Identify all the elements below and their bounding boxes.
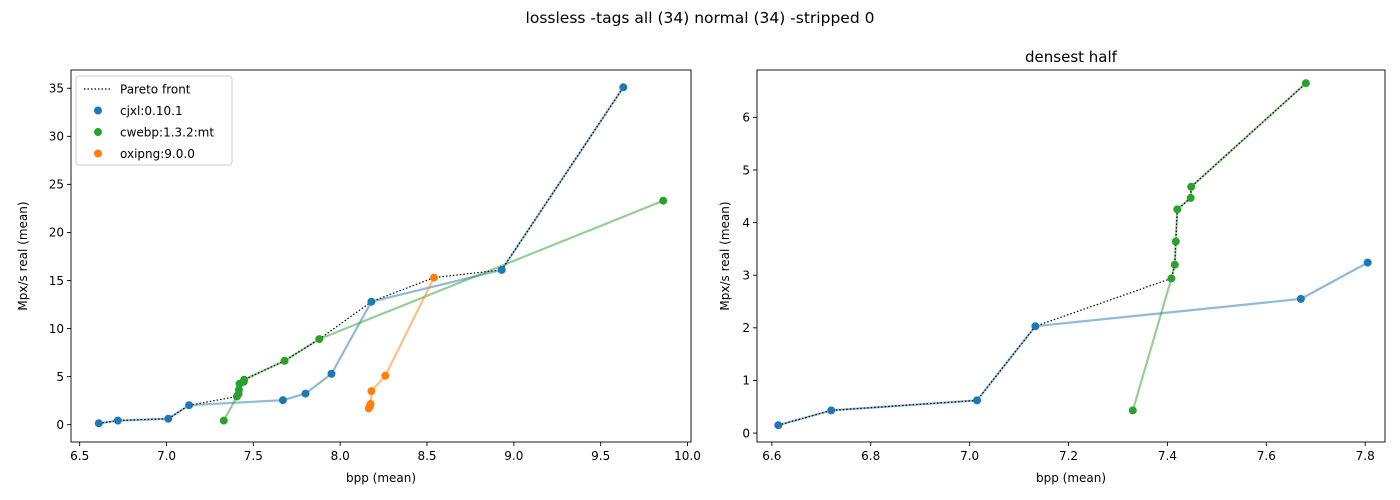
data-point-cjxl-0-10-1 xyxy=(278,396,287,405)
x-tick-label: 7.0 xyxy=(157,449,176,463)
x-tick-label: 8.5 xyxy=(417,449,436,463)
legend-label: Pareto front xyxy=(120,82,191,96)
data-point-cwebp-1-3-2-mt xyxy=(234,385,243,394)
legend-label: oxipng:9.0.0 xyxy=(120,147,195,161)
legend-marker xyxy=(94,149,102,158)
y-tick-label: 0 xyxy=(56,418,64,432)
plot-frame xyxy=(756,69,1386,443)
x-tick-label: 6.5 xyxy=(70,449,89,463)
data-point-cwebp-1-3-2-mt xyxy=(1186,193,1195,202)
data-point-cwebp-1-3-2-mt xyxy=(240,375,249,384)
data-point-cjxl-0-10-1 xyxy=(327,369,336,378)
plot-frame xyxy=(70,69,692,443)
x-axis-label: bpp (mean) xyxy=(346,471,416,485)
y-tick-label: 0 xyxy=(742,426,750,440)
data-point-cwebp-1-3-2-mt xyxy=(659,196,668,205)
y-tick-label: 35 xyxy=(49,82,64,96)
y-tick-label: 5 xyxy=(56,370,64,384)
data-point-cjxl-0-10-1 xyxy=(185,401,194,410)
series-line-oxipng-9-0-0 xyxy=(367,277,435,409)
data-point-oxipng-9-0-0 xyxy=(430,273,438,282)
data-point-cjxl-0-10-1 xyxy=(827,406,836,415)
y-tick-label: 10 xyxy=(49,322,64,336)
x-tick-label: 10.0 xyxy=(674,449,701,463)
data-point-cjxl-0-10-1 xyxy=(1363,258,1372,267)
y-tick-label: 30 xyxy=(49,130,64,144)
data-point-cwebp-1-3-2-mt xyxy=(315,335,324,344)
data-point-cjxl-0-10-1 xyxy=(1031,322,1040,331)
data-point-oxipng-9-0-0 xyxy=(381,371,390,380)
data-point-cjxl-0-10-1 xyxy=(1296,294,1305,303)
x-axis-label: bpp (mean) xyxy=(1036,471,1106,485)
y-tick-label: 4 xyxy=(742,216,750,230)
y-tick-label: 2 xyxy=(742,321,750,335)
series-line-cwebp-1-3-2-mt xyxy=(222,199,664,422)
y-tick-label: 20 xyxy=(49,226,64,240)
data-point-cwebp-1-3-2-mt xyxy=(1173,205,1182,214)
data-point-cwebp-1-3-2-mt xyxy=(1187,182,1196,191)
series-line-cjxl-0-10-1 xyxy=(778,261,1369,427)
x-tick-label: 6.8 xyxy=(861,449,880,463)
data-point-oxipng-9-0-0 xyxy=(366,400,375,408)
left-panel: 6.5 7.0 7.5 8.0 8.5 9.0 9.5 10.0 0 5 10 15 20 25 30 35 b… xyxy=(16,69,701,485)
right-panel: 6.6 6.8 7.0 7.2 7.4 7.6 7.8 0 1 2 3 4 5 6 bpp (mean) Mp… xyxy=(718,48,1386,485)
data-point-cjxl-0-10-1 xyxy=(973,396,981,405)
y-axis-label: Mpx/s real (mean) xyxy=(16,201,30,310)
y-tick-label: 5 xyxy=(742,163,750,177)
pareto-front-line xyxy=(778,82,1307,426)
x-tick-label: 7.6 xyxy=(1257,449,1276,463)
y-tick-label: 25 xyxy=(49,178,64,192)
data-point-cjxl-0-10-1 xyxy=(164,414,173,423)
data-point-cjxl-0-10-1 xyxy=(94,419,103,428)
data-point-cwebp-1-3-2-mt xyxy=(1167,274,1176,283)
series-line-cjxl-0-10-1 xyxy=(98,86,625,425)
x-tick-label: 7.5 xyxy=(244,449,263,463)
series-line-cwebp-1-3-2-mt xyxy=(1131,82,1307,411)
panel-title: densest half xyxy=(1025,48,1118,66)
x-tick-label: 7.0 xyxy=(960,449,979,463)
y-tick-label: 3 xyxy=(742,269,750,283)
x-tick-label: 6.6 xyxy=(762,449,781,463)
x-tick-label: 8.0 xyxy=(331,449,350,463)
data-point-cwebp-1-3-2-mt xyxy=(1301,79,1310,88)
x-tick-label: 7.4 xyxy=(1158,449,1177,463)
legend-label: cjxl:0.10.1 xyxy=(120,104,183,118)
data-point-cwebp-1-3-2-mt xyxy=(280,356,289,365)
y-tick-label: 1 xyxy=(742,374,750,388)
x-tick-label: 7.8 xyxy=(1356,449,1375,463)
figure-suptitle: lossless -tags all (34) normal (34) -str… xyxy=(526,9,875,27)
data-point-cjxl-0-10-1 xyxy=(619,83,628,92)
y-tick-label: 6 xyxy=(742,111,750,125)
data-point-cwebp-1-3-2-mt xyxy=(219,416,228,425)
legend-marker xyxy=(94,106,102,115)
x-tick-label: 9.0 xyxy=(504,449,523,463)
legend-box xyxy=(75,75,233,166)
data-point-cwebp-1-3-2-mt xyxy=(1128,406,1137,415)
y-tick-label: 15 xyxy=(49,274,64,288)
data-point-cjxl-0-10-1 xyxy=(497,265,506,274)
data-point-oxipng-9-0-0 xyxy=(367,387,376,396)
x-tick-label: 9.5 xyxy=(591,449,610,463)
legend-marker xyxy=(94,128,102,136)
data-point-cwebp-1-3-2-mt xyxy=(1171,237,1180,246)
data-point-cjxl-0-10-1 xyxy=(367,297,376,306)
data-point-cjxl-0-10-1 xyxy=(301,389,310,398)
data-point-cjxl-0-10-1 xyxy=(774,421,783,430)
y-axis-label: Mpx/s real (mean) xyxy=(718,201,732,310)
legend-label: cwebp:1.3.2:mt xyxy=(120,125,214,139)
x-tick-label: 7.2 xyxy=(1059,449,1078,463)
data-point-cwebp-1-3-2-mt xyxy=(1170,260,1179,269)
data-point-cjxl-0-10-1 xyxy=(113,416,122,425)
